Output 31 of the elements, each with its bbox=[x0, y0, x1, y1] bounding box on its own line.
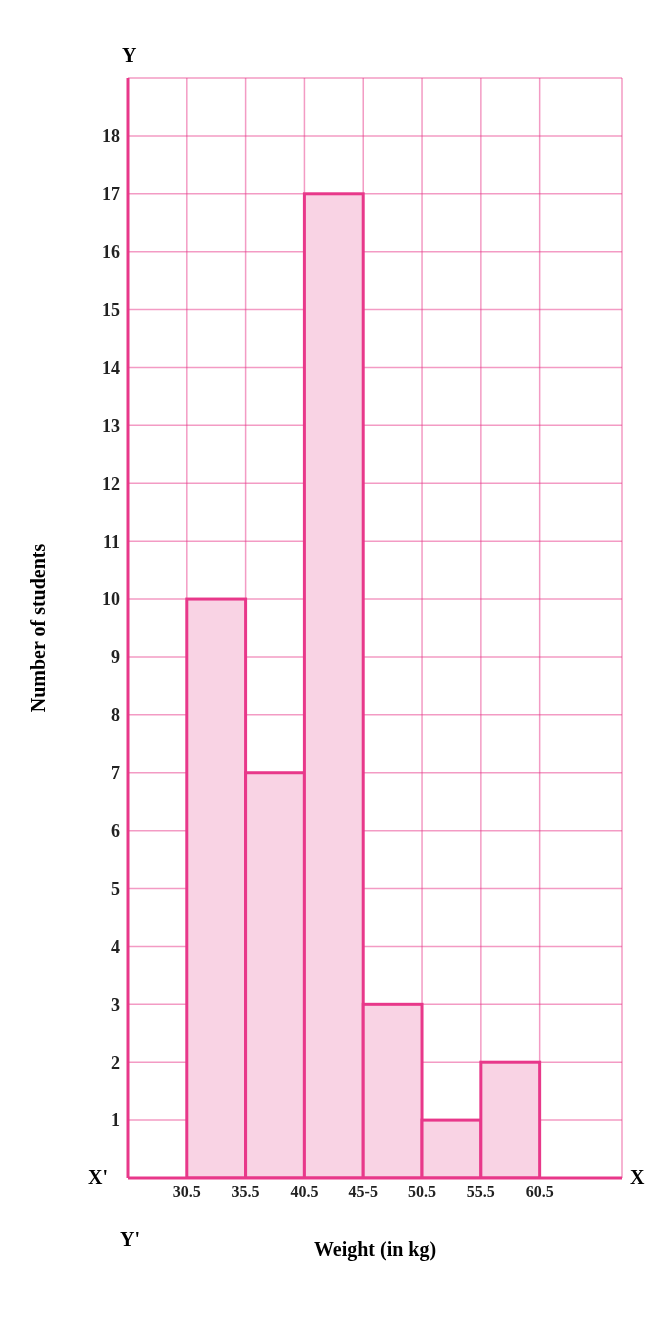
y-tick-label: 14 bbox=[102, 357, 120, 378]
y-tick-label: 13 bbox=[102, 415, 120, 436]
y-tick-label: 8 bbox=[111, 705, 120, 726]
y-tick-label: 17 bbox=[102, 184, 120, 205]
y-tick-label: 16 bbox=[102, 242, 120, 263]
x-tick-label: 55.5 bbox=[466, 1183, 495, 1201]
x-tick-label: 50.5 bbox=[408, 1183, 437, 1201]
y-tick-label: 5 bbox=[111, 878, 120, 899]
y-tick-label: 9 bbox=[111, 647, 120, 668]
x-tick-label: 35.5 bbox=[231, 1183, 260, 1201]
text: Y bbox=[122, 44, 137, 67]
x-tick-label: 45-5 bbox=[348, 1183, 378, 1201]
x-axis-title: Weight (in kg) bbox=[313, 1238, 437, 1261]
text: X' bbox=[88, 1166, 108, 1189]
x-tick-label: 40.5 bbox=[290, 1183, 319, 1201]
y-tick-label: 12 bbox=[102, 473, 120, 494]
x-tick-label: 30.5 bbox=[172, 1183, 201, 1201]
y-axis-title: Number of students bbox=[26, 543, 50, 713]
y-tick-label: 6 bbox=[111, 821, 120, 842]
y-tick-label: 11 bbox=[102, 531, 120, 552]
y-tick-label: 10 bbox=[102, 589, 120, 610]
y-tick-label: 2 bbox=[111, 1052, 120, 1073]
y-tick-label: 4 bbox=[111, 936, 120, 957]
y-tick-label: 3 bbox=[111, 994, 120, 1015]
y-tick-label: 18 bbox=[102, 126, 120, 147]
y-tick-label: 7 bbox=[111, 763, 120, 784]
y-tick-label: 15 bbox=[102, 299, 120, 320]
y-tick-label: 1 bbox=[111, 1110, 120, 1131]
x-tick-label: 60.5 bbox=[525, 1183, 554, 1201]
text: X bbox=[630, 1166, 645, 1189]
text: Y' bbox=[120, 1228, 140, 1251]
